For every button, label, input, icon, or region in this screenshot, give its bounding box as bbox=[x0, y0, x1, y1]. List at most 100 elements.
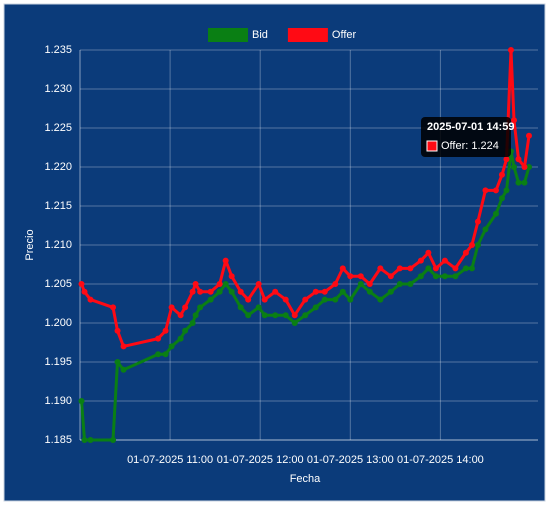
data-point bbox=[510, 117, 517, 124]
data-point bbox=[387, 273, 394, 280]
data-point bbox=[417, 257, 424, 264]
data-point bbox=[261, 312, 268, 319]
data-point bbox=[182, 304, 189, 311]
y-tick-label: 1.205 bbox=[44, 278, 72, 290]
data-point bbox=[366, 281, 373, 287]
data-point bbox=[192, 312, 199, 319]
data-point bbox=[120, 343, 127, 350]
data-point bbox=[120, 366, 127, 373]
data-point bbox=[396, 265, 403, 272]
data-point bbox=[503, 187, 510, 194]
data-point bbox=[177, 312, 184, 319]
y-tick-label: 1.215 bbox=[44, 200, 72, 212]
data-point bbox=[291, 320, 298, 326]
data-point bbox=[237, 288, 244, 295]
data-point bbox=[216, 288, 223, 295]
data-point bbox=[425, 249, 432, 256]
tooltip: 2025-07-01 14:59 Offer: 1.224 bbox=[421, 117, 514, 157]
data-point bbox=[282, 296, 289, 303]
data-point bbox=[228, 273, 235, 280]
y-tick-label: 1.195 bbox=[44, 356, 72, 368]
data-point bbox=[189, 288, 196, 295]
data-point bbox=[291, 312, 298, 319]
data-point bbox=[192, 281, 199, 287]
data-point bbox=[432, 265, 439, 272]
y-tick-label: 1.210 bbox=[44, 239, 72, 251]
data-point bbox=[492, 187, 499, 194]
data-point bbox=[357, 273, 364, 280]
data-point bbox=[462, 265, 469, 272]
x-tick-label: 01-07-2025 11:00 bbox=[127, 454, 213, 466]
data-point bbox=[261, 296, 268, 303]
x-axis-title: Fecha bbox=[290, 473, 321, 485]
data-point bbox=[468, 265, 475, 272]
data-point bbox=[377, 296, 384, 303]
tooltip-swatch bbox=[426, 140, 438, 152]
data-point bbox=[216, 281, 223, 287]
tooltip-box bbox=[421, 117, 511, 157]
data-point bbox=[222, 281, 229, 287]
data-point bbox=[432, 273, 439, 280]
data-point bbox=[377, 265, 384, 272]
data-point bbox=[237, 304, 244, 311]
tooltip-title: 2025-07-01 14:59 bbox=[427, 121, 514, 133]
data-point bbox=[155, 351, 162, 358]
data-point bbox=[525, 164, 532, 170]
data-point bbox=[272, 288, 279, 295]
data-point bbox=[155, 335, 162, 342]
legend-swatch bbox=[287, 28, 328, 42]
data-point bbox=[321, 288, 328, 295]
data-point bbox=[492, 210, 499, 217]
data-point bbox=[452, 273, 459, 280]
data-point bbox=[347, 296, 354, 303]
data-point bbox=[197, 304, 204, 311]
y-tick-label: 1.235 bbox=[44, 44, 72, 56]
data-point bbox=[396, 281, 403, 287]
data-point bbox=[245, 296, 252, 303]
data-point bbox=[425, 265, 432, 272]
data-point bbox=[468, 242, 475, 248]
data-point bbox=[332, 296, 339, 303]
data-point bbox=[114, 359, 121, 365]
data-point bbox=[255, 281, 262, 287]
y-tick-label: 1.190 bbox=[44, 395, 72, 407]
data-point bbox=[302, 312, 309, 319]
data-point bbox=[81, 288, 88, 295]
data-point bbox=[510, 164, 517, 170]
data-point bbox=[272, 312, 279, 319]
data-point bbox=[81, 437, 88, 443]
data-point bbox=[189, 320, 196, 326]
data-point bbox=[162, 327, 169, 334]
data-point bbox=[441, 273, 448, 280]
data-point bbox=[387, 288, 394, 295]
data-point bbox=[321, 296, 328, 303]
data-point bbox=[78, 281, 85, 287]
data-point bbox=[525, 132, 532, 139]
data-point bbox=[207, 288, 214, 295]
data-point bbox=[114, 327, 121, 334]
data-point bbox=[462, 249, 469, 256]
data-point bbox=[222, 257, 229, 264]
data-point bbox=[168, 304, 175, 311]
data-point bbox=[474, 218, 481, 225]
data-point bbox=[474, 242, 481, 248]
y-tick-label: 1.220 bbox=[44, 161, 72, 173]
data-point bbox=[515, 179, 522, 186]
data-point bbox=[482, 187, 489, 194]
data-point bbox=[347, 273, 354, 280]
data-point bbox=[255, 304, 262, 311]
data-point bbox=[407, 265, 414, 272]
data-point bbox=[182, 327, 189, 334]
data-point bbox=[245, 312, 252, 319]
data-point bbox=[452, 265, 459, 272]
data-point bbox=[498, 171, 505, 178]
data-point bbox=[503, 156, 510, 163]
data-point bbox=[332, 281, 339, 287]
data-point bbox=[357, 281, 364, 287]
data-point bbox=[282, 312, 289, 319]
y-tick-label: 1.185 bbox=[44, 434, 72, 446]
x-tick-label: 01-07-2025 12:00 bbox=[217, 454, 304, 466]
data-point bbox=[366, 288, 373, 295]
y-tick-label: 1.200 bbox=[44, 317, 72, 329]
